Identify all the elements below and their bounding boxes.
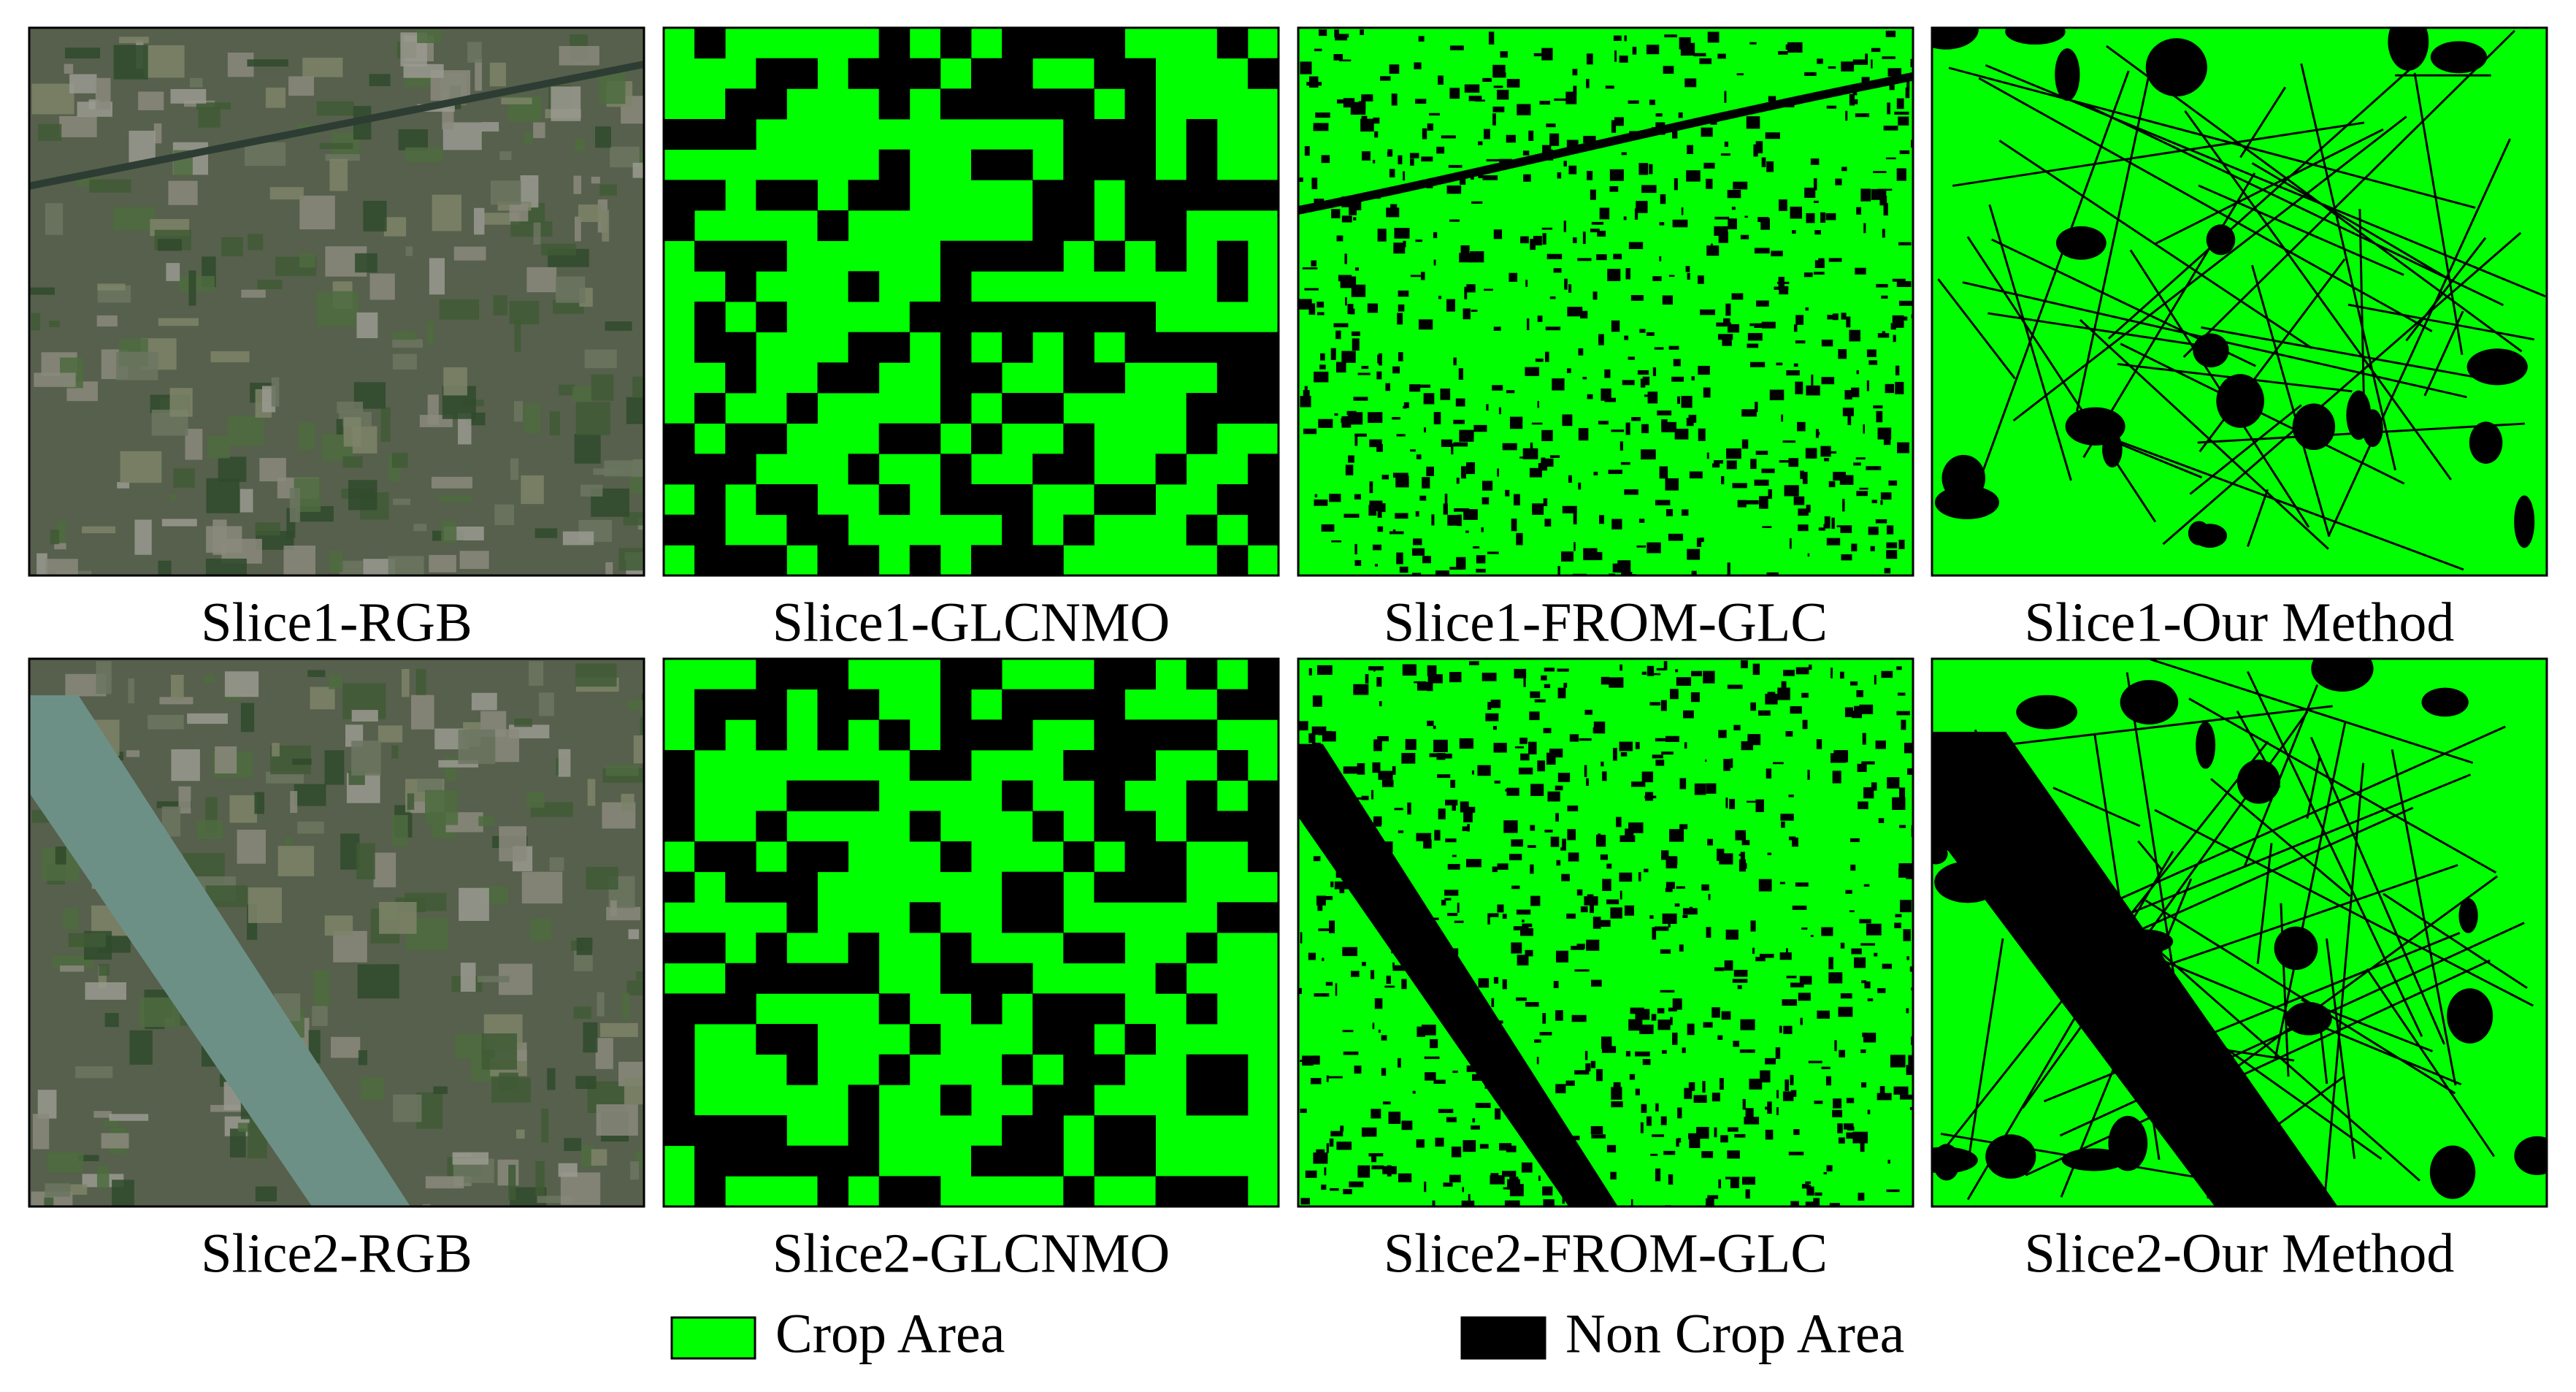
map-panel xyxy=(29,659,644,1206)
panel-border xyxy=(1931,657,2548,1208)
legend-swatch xyxy=(1460,1316,1546,1360)
map-panel xyxy=(29,28,644,575)
map-panel xyxy=(664,28,1279,575)
panel-label: Slice1-FROM-GLC xyxy=(1384,592,1828,653)
panel-label: Slice2-RGB xyxy=(201,1223,472,1284)
legend-swatch xyxy=(670,1316,756,1360)
panel-border xyxy=(28,657,645,1208)
panel-border xyxy=(662,657,1280,1208)
map-panel xyxy=(1298,659,1913,1206)
panel-label: Slice2-FROM-GLC xyxy=(1384,1223,1828,1284)
panel-label: Slice1-Our Method xyxy=(2025,592,2455,653)
legend-label: Crop Area xyxy=(775,1303,1005,1364)
map-panel xyxy=(1298,28,1913,575)
panel-border xyxy=(1297,26,1914,577)
panel-label: Slice2-Our Method xyxy=(2025,1223,2455,1284)
map-panel xyxy=(1932,28,2547,575)
panel-label: Slice1-RGB xyxy=(201,592,472,653)
panel-label: Slice2-GLCNMO xyxy=(773,1223,1170,1284)
panel-border xyxy=(1931,26,2548,577)
panel-label: Slice1-GLCNMO xyxy=(773,592,1170,653)
legend-label: Non Crop Area xyxy=(1565,1303,1904,1364)
map-panel xyxy=(1932,659,2547,1206)
map-panel xyxy=(664,659,1279,1206)
panel-border xyxy=(28,26,645,577)
panel-border xyxy=(1297,657,1914,1208)
panel-border xyxy=(662,26,1280,577)
